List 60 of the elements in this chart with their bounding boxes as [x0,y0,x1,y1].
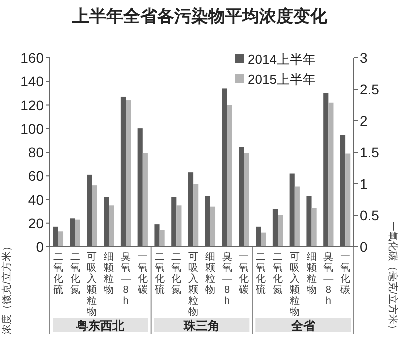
x-tick-label: 臭氧—8h [121,251,131,307]
y-tick-label: 0 [36,239,44,255]
bar [126,100,132,247]
x-tick-label: 可吸入颗粒物 [87,252,98,318]
x-tick-label: 二氧化氮 [172,252,182,296]
x-tick-label: 二氧化氮 [273,252,283,296]
x-tick-label: 臭氧—8h [222,251,232,307]
bar [160,230,165,247]
x-tick-label: 可吸入颗粒物 [188,252,199,318]
x-tick-label: 二氧化硫 [154,252,165,296]
y-tick-label: 100 [20,120,44,137]
text: 全省 [290,319,316,333]
y-tick-label: 60 [28,168,44,184]
x-tick-label: 二氧化硫 [256,252,266,296]
y2-tick-label: 2 [360,113,368,129]
legend-label: 2014上半年 [248,52,316,67]
bar [346,154,351,247]
bar [109,206,114,247]
y2-axis-title: 一氧化碳（毫克/立方米） [387,222,399,334]
bar [227,105,232,247]
bar [261,232,266,247]
y-axis-title: 浓度（微克/立方米） [1,242,13,334]
bar [244,153,250,247]
bar [294,186,300,247]
y-tick-label: 20 [28,215,44,232]
bar [58,232,64,247]
bar [328,102,334,247]
y-tick-label: 40 [28,192,44,208]
x-tick-label: 一氧化碳 [340,252,351,296]
y-tick-label: 80 [28,144,44,160]
x-tick-label: 一氧化碳 [136,252,148,296]
y2-tick-label: 3 [360,50,368,66]
y2-tick-label: 1.5 [360,144,380,160]
chart-title: 上半年全省各污染物平均浓度变化 [72,7,328,26]
bar [194,184,199,247]
x-tick-label: 二氧化硫 [53,252,64,296]
x-tick-label: 细颗粒物 [306,251,317,296]
bar [176,206,182,247]
bar [75,220,80,247]
y2-tick-label: 0.5 [360,208,380,224]
y2-tick-label: 2.5 [360,82,380,98]
x-tick-label: 臭氧—8h [324,251,334,307]
y2-tick-label: 0 [360,239,368,255]
text: 粤东西北 [76,319,126,333]
x-tick-label: 细颗粒物 [205,251,216,296]
y2-tick-label: 1 [360,176,368,192]
legend-label: 2015上半年 [248,72,316,87]
bar [210,206,216,247]
bar [278,215,284,247]
x-tick-label: 二氧化氮 [70,252,80,296]
y-tick-label: 120 [20,97,44,114]
x-tick-label: 可吸入颗粒物 [290,252,300,318]
bar [92,186,98,247]
text: 珠三角 [183,319,220,333]
x-tick-label: 细颗粒物 [104,251,114,296]
bar [312,208,317,247]
y-tick-label: 140 [20,74,44,90]
bar [142,153,148,247]
y-tick-label: 160 [20,50,44,66]
x-tick-label: 一氧化碳 [238,252,250,296]
